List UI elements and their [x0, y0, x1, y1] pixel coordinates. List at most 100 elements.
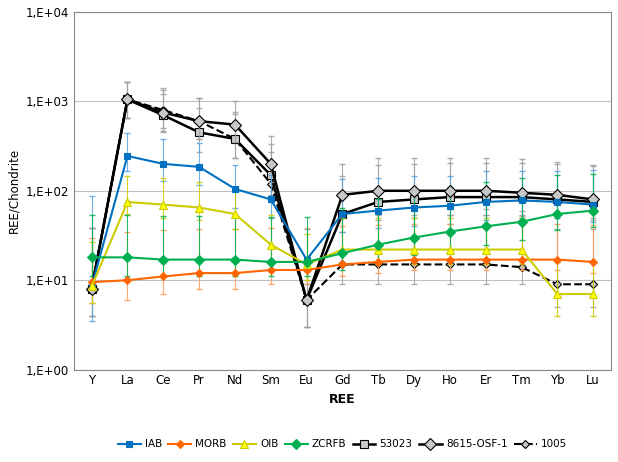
OIB [231, 211, 239, 217]
MORB [195, 270, 203, 276]
IAB [303, 257, 310, 262]
IAB [410, 205, 418, 210]
IAB [339, 211, 346, 217]
MORB [88, 280, 95, 285]
8615-OSF-1 [339, 192, 346, 198]
ZCRFB [303, 259, 310, 265]
Line: ZCRFB: ZCRFB [88, 207, 596, 265]
OIB [482, 247, 489, 252]
1005 [124, 97, 131, 102]
OIB [375, 247, 382, 252]
OIB [159, 202, 167, 207]
53023 [554, 197, 561, 202]
53023 [303, 297, 310, 303]
53023 [339, 211, 346, 217]
MORB [375, 259, 382, 265]
ZCRFB [267, 259, 274, 265]
IAB [446, 203, 454, 208]
OIB [88, 284, 95, 289]
Line: MORB: MORB [89, 257, 596, 285]
8615-OSF-1 [195, 118, 203, 124]
Line: OIB: OIB [88, 198, 598, 298]
1005 [195, 118, 203, 124]
53023 [267, 172, 274, 178]
8615-OSF-1 [518, 190, 525, 195]
OIB [554, 291, 561, 297]
ZCRFB [195, 257, 203, 262]
1005 [446, 261, 454, 267]
OIB [267, 242, 274, 247]
53023 [159, 112, 167, 118]
ZCRFB [375, 242, 382, 247]
1005 [410, 261, 418, 267]
IAB [88, 284, 95, 289]
ZCRFB [231, 257, 239, 262]
ZCRFB [410, 235, 418, 240]
MORB [303, 267, 310, 273]
Line: IAB: IAB [88, 152, 596, 290]
OIB [339, 247, 346, 252]
53023 [88, 286, 95, 292]
OIB [124, 199, 131, 205]
1005 [339, 261, 346, 267]
IAB [482, 199, 489, 205]
ZCRFB [482, 224, 489, 229]
1005 [554, 281, 561, 287]
8615-OSF-1 [124, 97, 131, 102]
ZCRFB [339, 250, 346, 256]
53023 [231, 136, 239, 142]
IAB [195, 164, 203, 170]
1005 [482, 261, 489, 267]
OIB [303, 261, 310, 267]
IAB [231, 186, 239, 192]
8615-OSF-1 [590, 197, 597, 202]
OIB [195, 205, 203, 210]
1005 [159, 107, 167, 113]
Line: 1005: 1005 [89, 97, 596, 303]
53023 [375, 199, 382, 205]
MORB [482, 257, 489, 262]
ZCRFB [88, 255, 95, 260]
ZCRFB [124, 255, 131, 260]
8615-OSF-1 [410, 188, 418, 194]
ZCRFB [518, 219, 525, 225]
X-axis label: REE: REE [329, 393, 356, 406]
53023 [482, 195, 489, 200]
IAB [267, 197, 274, 202]
1005 [88, 286, 95, 292]
ZCRFB [159, 257, 167, 262]
8615-OSF-1 [554, 192, 561, 198]
1005 [590, 281, 597, 287]
IAB [518, 198, 525, 203]
MORB [231, 270, 239, 276]
Y-axis label: REE/Chondrite: REE/Chondrite [7, 148, 20, 233]
ZCRFB [590, 208, 597, 213]
IAB [590, 202, 597, 207]
53023 [590, 199, 597, 205]
Line: 8615-OSF-1: 8615-OSF-1 [88, 95, 598, 304]
Legend: IAB, MORB, OIB, ZCRFB, 53023, 8615-OSF-1, 1005: IAB, MORB, OIB, ZCRFB, 53023, 8615-OSF-1… [117, 439, 567, 449]
OIB [410, 247, 418, 252]
53023 [124, 97, 131, 102]
1005 [231, 136, 239, 142]
ZCRFB [554, 211, 561, 217]
53023 [195, 130, 203, 135]
1005 [303, 297, 310, 303]
1005 [375, 261, 382, 267]
8615-OSF-1 [446, 188, 454, 194]
Line: 53023: 53023 [88, 95, 598, 304]
IAB [124, 153, 131, 159]
53023 [446, 195, 454, 200]
8615-OSF-1 [231, 122, 239, 128]
53023 [518, 195, 525, 200]
8615-OSF-1 [303, 297, 310, 303]
1005 [267, 181, 274, 187]
MORB [267, 267, 274, 273]
OIB [446, 247, 454, 252]
1005 [518, 264, 525, 270]
MORB [554, 257, 561, 262]
8615-OSF-1 [375, 188, 382, 194]
IAB [375, 208, 382, 213]
IAB [554, 199, 561, 205]
MORB [410, 257, 418, 262]
